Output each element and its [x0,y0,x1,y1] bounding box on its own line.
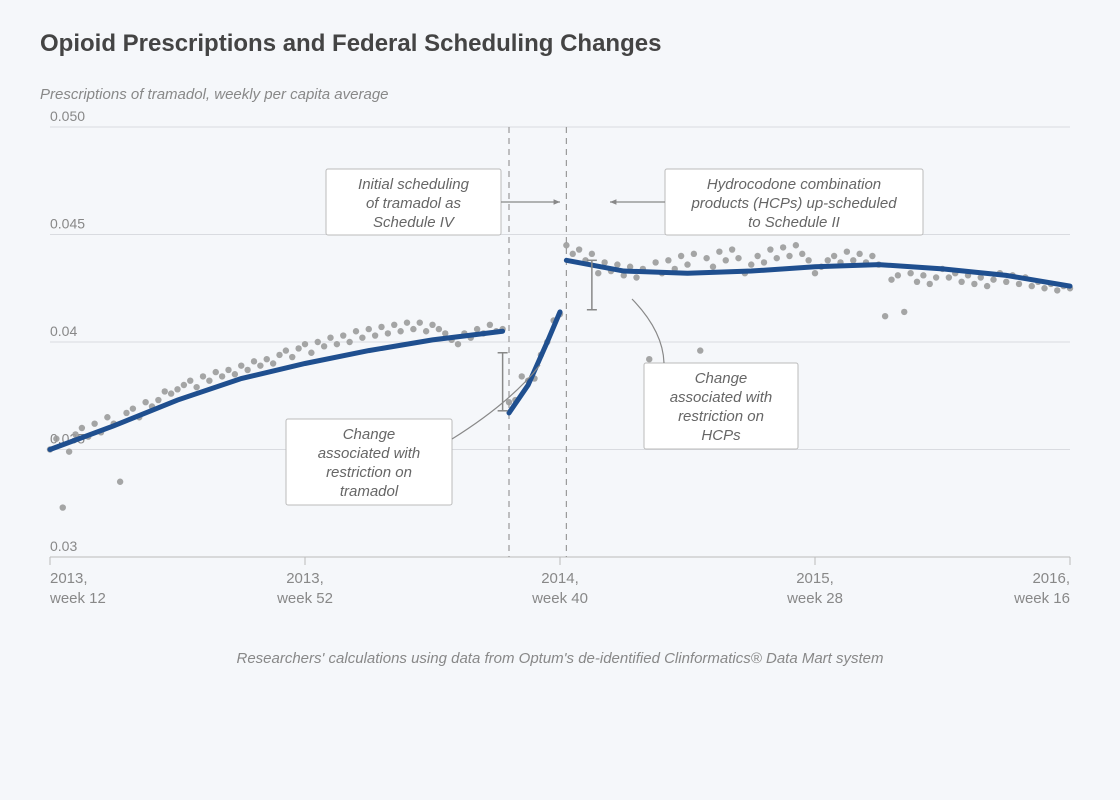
svg-text:2013,: 2013, [286,570,324,587]
svg-text:restriction on: restriction on [326,464,412,481]
svg-text:week 28: week 28 [786,590,843,607]
svg-text:0.03: 0.03 [50,538,77,554]
chart-subtitle: Prescriptions of tramadol, weekly per ca… [40,86,1080,103]
chart-svg: 0.030.0350.040.0450.0502013,week 122013,… [40,107,1080,647]
svg-text:2014,: 2014, [541,570,579,587]
svg-text:restriction on: restriction on [678,408,764,425]
svg-text:week 12: week 12 [49,590,106,607]
svg-text:HCPs: HCPs [701,427,741,444]
svg-text:associated with: associated with [318,445,421,462]
svg-text:products (HCPs) up-scheduled: products (HCPs) up-scheduled [690,195,897,212]
chart-title: Opioid Prescriptions and Federal Schedul… [40,30,1080,58]
chart-source: Researchers' calculations using data fro… [40,650,1080,667]
svg-text:associated with: associated with [670,389,773,406]
svg-text:tramadol: tramadol [340,483,399,500]
svg-text:week 40: week 40 [531,590,588,607]
svg-text:Initial scheduling: Initial scheduling [358,176,470,193]
svg-text:2016,: 2016, [1032,570,1070,587]
svg-text:Change: Change [343,426,396,443]
svg-text:0.050: 0.050 [50,108,85,124]
svg-text:week 52: week 52 [276,590,333,607]
chart-container: Prescriptions of tramadol, weekly per ca… [40,86,1080,626]
svg-text:0.045: 0.045 [50,216,85,232]
svg-text:Change: Change [695,370,748,387]
svg-text:week 16: week 16 [1013,590,1070,607]
svg-text:Hydrocodone combination: Hydrocodone combination [707,176,881,193]
svg-text:2013,: 2013, [50,570,88,587]
svg-text:Schedule IV: Schedule IV [373,214,456,231]
svg-text:of tramadol as: of tramadol as [366,195,462,212]
svg-text:to Schedule II: to Schedule II [748,214,840,231]
svg-text:0.04: 0.04 [50,323,77,339]
svg-text:2015,: 2015, [796,570,834,587]
